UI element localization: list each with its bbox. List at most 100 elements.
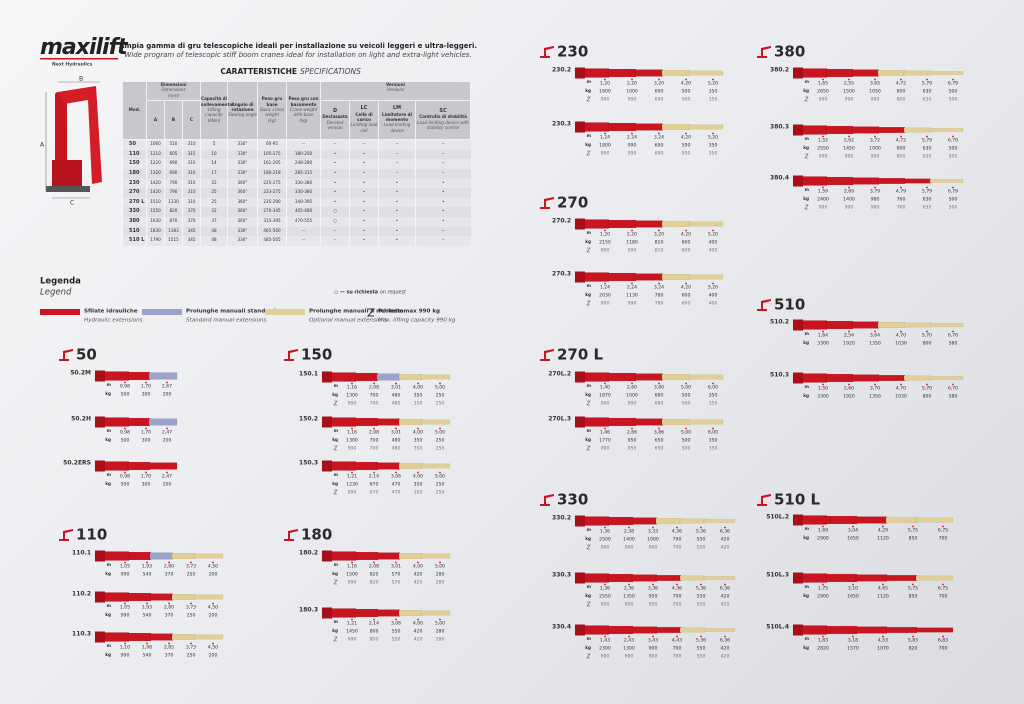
limited-load-value: 500 bbox=[682, 97, 691, 103]
reach-value: 3,64 bbox=[870, 333, 880, 339]
load-value: 1350 bbox=[869, 341, 881, 347]
row-label: kg bbox=[803, 393, 809, 398]
reach-value: 3,01 bbox=[391, 564, 401, 570]
boom-section bbox=[607, 573, 634, 583]
reach-marker bbox=[604, 583, 606, 586]
boom-section bbox=[607, 219, 637, 229]
load-value: 350 bbox=[414, 482, 423, 488]
boom-base bbox=[575, 624, 585, 636]
table-cell: 340-395 bbox=[286, 197, 321, 208]
limiter-icon bbox=[586, 544, 591, 550]
boom-section bbox=[903, 322, 932, 328]
crane-boom bbox=[58, 86, 102, 184]
table-cell: -- bbox=[378, 159, 416, 169]
reach-marker bbox=[724, 583, 726, 586]
reach-value: 1,46 bbox=[600, 430, 610, 436]
load-value: 300 bbox=[142, 392, 151, 398]
reach-marker bbox=[373, 471, 375, 474]
reach-marker bbox=[952, 135, 954, 138]
table-cell: 605 bbox=[164, 149, 183, 160]
reach-value: 5,75 bbox=[908, 528, 918, 534]
load-value: 500 bbox=[121, 438, 130, 444]
header-unit: (kg) bbox=[299, 118, 308, 124]
column-header: Dimensioni Dimensions (mm) bbox=[145, 80, 202, 102]
table-cell: 310 bbox=[181, 169, 201, 179]
boom-section bbox=[851, 126, 880, 134]
boom-section bbox=[688, 419, 724, 425]
boom-section bbox=[877, 374, 906, 381]
load-value: 580 bbox=[949, 341, 958, 347]
boom-section bbox=[661, 273, 691, 280]
reach-value: 1,16 bbox=[347, 430, 357, 436]
reach-value: 5,20 bbox=[708, 285, 718, 291]
reach-value: 1,98 bbox=[142, 645, 152, 651]
limited-load-value: 990 bbox=[819, 154, 828, 160]
reach-marker bbox=[822, 78, 824, 81]
reach-marker bbox=[395, 618, 397, 621]
boom-base bbox=[575, 121, 585, 133]
reach-marker bbox=[912, 525, 914, 528]
table-cell: 1790 bbox=[146, 236, 165, 246]
reach-value: 0,98 bbox=[120, 430, 130, 436]
row-label: m bbox=[107, 603, 112, 608]
boom-section bbox=[688, 221, 724, 227]
load-value: 350 bbox=[709, 89, 718, 95]
header-en: Load limiting device bbox=[383, 123, 411, 134]
reach-value: 3,80 bbox=[654, 385, 664, 391]
limited-load-value: 350 bbox=[709, 97, 718, 103]
table-cell: 48 bbox=[200, 226, 228, 237]
limited-load-value: 790 bbox=[673, 545, 682, 551]
reach-value: 2,54 bbox=[844, 333, 854, 339]
reach-marker bbox=[604, 635, 606, 638]
reach-marker bbox=[874, 186, 876, 189]
load-value: 1350 bbox=[869, 394, 881, 400]
load-value: 1230 bbox=[346, 482, 358, 488]
limited-load-value: 690 bbox=[655, 151, 664, 157]
row-label: m bbox=[805, 636, 810, 641]
table-cell: -- bbox=[349, 139, 379, 150]
load-value: 670 bbox=[370, 482, 379, 488]
reach-value: 4,50 bbox=[208, 564, 218, 570]
reach-marker bbox=[212, 602, 214, 605]
reach-marker bbox=[900, 186, 902, 189]
boom-section bbox=[376, 462, 401, 470]
boom-base bbox=[575, 515, 585, 527]
boom-section bbox=[688, 274, 724, 280]
table-cell: 690 bbox=[164, 169, 183, 179]
boom-base bbox=[575, 67, 585, 79]
reach-marker bbox=[926, 78, 928, 81]
boom-section bbox=[398, 373, 423, 380]
model-icon bbox=[59, 349, 73, 361]
reach-value: 4,36 bbox=[672, 586, 682, 592]
reach-value: 3,06 bbox=[391, 474, 401, 480]
load-value: 2820 bbox=[817, 646, 829, 652]
reach-marker bbox=[351, 382, 353, 385]
limiter-icon bbox=[586, 300, 591, 306]
boom-section bbox=[354, 551, 379, 561]
row-label: kg bbox=[585, 645, 591, 650]
config-label: 510L.2 bbox=[766, 514, 789, 521]
reach-value: 1,50 bbox=[818, 386, 828, 392]
reach-marker bbox=[124, 427, 126, 430]
reach-value: 5,70 bbox=[922, 333, 932, 339]
reach-value: 1,70 bbox=[141, 474, 151, 480]
reach-marker bbox=[852, 583, 854, 586]
specs-title: CARATTERISTICHE bbox=[220, 67, 297, 76]
load-value: 820 bbox=[909, 646, 918, 652]
row-label: m bbox=[107, 643, 112, 648]
model-icon bbox=[59, 529, 73, 541]
limited-load-value: 990 bbox=[348, 446, 357, 452]
reach-value: 4,70 bbox=[896, 386, 906, 392]
reach-value: 3,24 bbox=[654, 285, 664, 291]
reach-marker bbox=[395, 382, 397, 385]
reach-marker bbox=[604, 78, 606, 81]
reach-marker bbox=[676, 526, 678, 529]
header-unit: (mm) bbox=[167, 93, 180, 99]
reach-marker bbox=[146, 561, 148, 564]
boom-section bbox=[655, 518, 682, 525]
config-label: 50.2M bbox=[70, 370, 91, 377]
table-cell: • bbox=[349, 207, 379, 217]
limited-load-value: 570 bbox=[392, 580, 401, 586]
table-cell: 345 bbox=[181, 236, 201, 246]
reach-value: 2,14 bbox=[369, 474, 379, 480]
